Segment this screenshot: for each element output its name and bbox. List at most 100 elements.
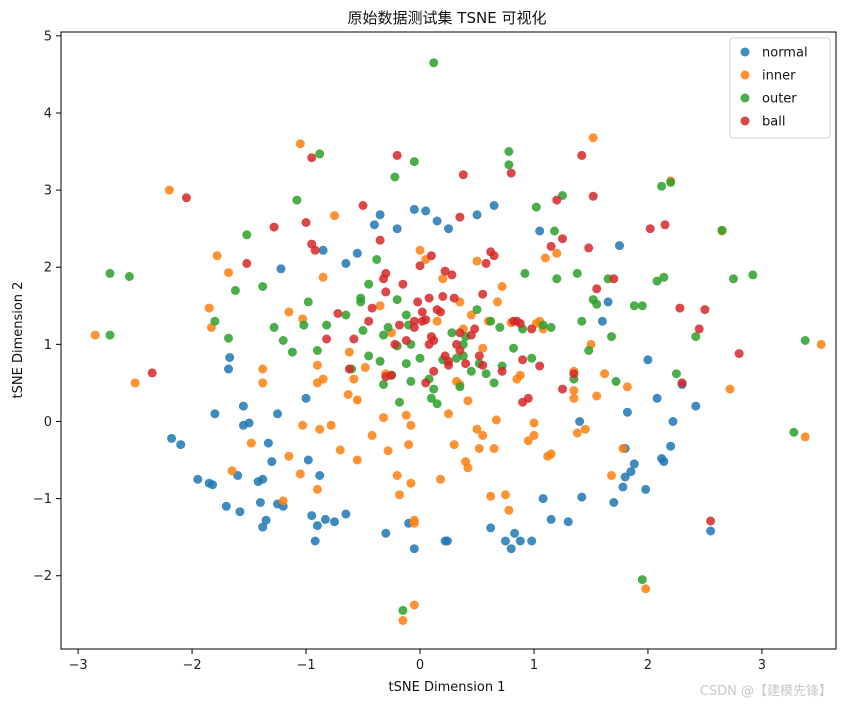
- point-normal: [258, 474, 268, 484]
- point-normal: [381, 528, 391, 538]
- point-outer: [538, 320, 548, 330]
- point-inner: [592, 391, 602, 401]
- point-normal: [392, 224, 402, 234]
- point-outer: [383, 322, 393, 332]
- point-outer: [278, 336, 288, 345]
- point-outer: [637, 301, 647, 311]
- point-outer: [789, 427, 799, 437]
- point-normal: [442, 536, 452, 546]
- point-ball: [429, 336, 439, 345]
- point-normal: [629, 459, 639, 469]
- point-inner: [478, 430, 488, 440]
- point-ball: [518, 355, 528, 365]
- point-inner: [588, 133, 598, 143]
- chart-title: 原始数据测试集 TSNE 可视化: [348, 9, 547, 27]
- point-outer: [242, 230, 252, 240]
- point-inner: [432, 316, 442, 326]
- point-inner: [540, 253, 550, 263]
- point-ball: [349, 334, 359, 344]
- point-normal: [546, 514, 556, 524]
- point-ball: [706, 516, 716, 526]
- y-tick-label: −1: [33, 492, 52, 507]
- point-ball: [592, 284, 602, 294]
- point-inner: [444, 409, 453, 419]
- point-ball: [421, 378, 431, 388]
- point-inner: [379, 413, 388, 423]
- point-outer: [392, 295, 402, 305]
- point-inner: [295, 469, 305, 479]
- point-outer: [322, 320, 332, 330]
- y-tick-label: 0: [44, 415, 52, 430]
- point-inner: [569, 386, 579, 396]
- point-ball: [645, 224, 655, 234]
- point-ball: [489, 251, 499, 261]
- point-ball: [523, 393, 533, 403]
- point-inner: [130, 378, 140, 388]
- point-ball: [527, 324, 537, 334]
- point-outer: [611, 376, 621, 386]
- point-ball: [497, 366, 507, 376]
- point-normal: [668, 417, 678, 426]
- point-inner: [90, 330, 100, 340]
- point-ball: [478, 289, 488, 299]
- point-ball: [147, 368, 157, 378]
- point-outer: [379, 380, 388, 389]
- watermark-text: CSDN @【建模先锋】: [699, 684, 832, 699]
- legend-marker-normal: [740, 47, 750, 57]
- point-ball: [424, 293, 434, 303]
- point-normal: [244, 418, 254, 428]
- point-normal: [432, 216, 442, 226]
- point-ball: [515, 319, 525, 328]
- point-normal: [706, 526, 716, 536]
- point-outer: [546, 322, 556, 332]
- point-ball: [413, 297, 423, 307]
- point-normal: [618, 482, 628, 492]
- legend: normal inner outer ball: [729, 37, 831, 139]
- point-inner: [618, 444, 628, 453]
- point-inner: [409, 600, 419, 610]
- point-ball: [395, 320, 404, 330]
- point-outer: [691, 332, 701, 342]
- point-inner: [404, 440, 414, 450]
- point-inner: [352, 455, 362, 465]
- point-ball: [535, 361, 545, 371]
- point-ball: [242, 258, 252, 268]
- point-ball: [588, 191, 598, 201]
- legend-label-ball: ball: [762, 115, 785, 130]
- point-inner: [438, 274, 448, 284]
- point-inner: [343, 390, 353, 399]
- point-inner: [463, 396, 473, 406]
- point-ball: [367, 303, 377, 313]
- point-ball: [449, 293, 459, 303]
- point-outer: [124, 272, 134, 281]
- point-inner: [463, 463, 473, 473]
- point-normal: [444, 224, 453, 234]
- point-inner: [415, 245, 425, 255]
- point-inner: [622, 382, 632, 392]
- point-outer: [455, 382, 465, 392]
- point-ball: [301, 218, 311, 227]
- point-ball: [415, 261, 425, 271]
- point-ball: [421, 315, 431, 325]
- point-normal: [652, 393, 662, 403]
- point-outer: [432, 399, 442, 409]
- point-outer: [269, 322, 279, 332]
- point-outer: [312, 346, 322, 355]
- point-ball: [381, 268, 391, 278]
- point-normal: [563, 517, 573, 527]
- point-ball: [558, 234, 567, 244]
- point-outer: [224, 333, 233, 343]
- point-outer: [409, 157, 419, 167]
- point-outer: [495, 322, 505, 332]
- point-ball: [584, 243, 594, 253]
- point-inner: [318, 374, 328, 384]
- point-outer: [372, 255, 382, 264]
- point-outer: [481, 369, 491, 379]
- point-normal: [341, 509, 351, 519]
- point-inner: [529, 418, 539, 428]
- point-ball: [552, 195, 562, 205]
- point-normal: [261, 515, 271, 525]
- point-normal: [375, 210, 385, 220]
- point-ball: [481, 258, 491, 268]
- point-outer: [520, 268, 530, 278]
